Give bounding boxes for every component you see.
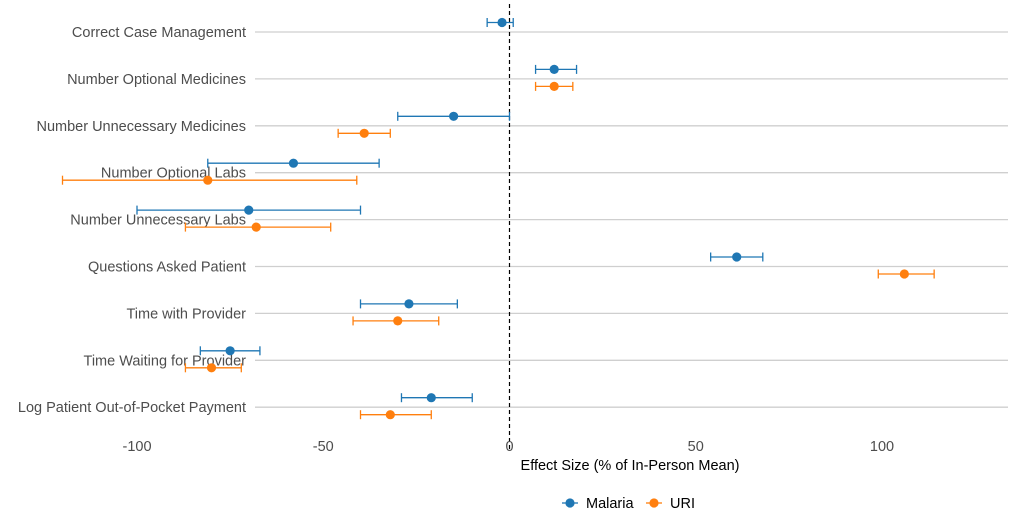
point-estimate	[404, 299, 414, 309]
y-tick-label: Log Patient Out-of-Pocket Payment	[18, 400, 246, 416]
estimate-malaria	[400, 393, 473, 403]
x-tick-label: -100	[122, 439, 151, 455]
estimate-uri	[337, 128, 391, 138]
estimate-uri	[359, 410, 432, 420]
estimate-uri	[534, 81, 574, 91]
estimate-malaria	[136, 205, 362, 215]
estimate-malaria	[710, 252, 764, 262]
point-estimate	[497, 17, 507, 28]
point-estimate	[549, 81, 559, 91]
point-estimate	[203, 175, 213, 185]
x-axis-title: Effect Size (% of In-Person Mean)	[521, 458, 740, 474]
estimate-malaria	[397, 111, 511, 121]
x-tick-label: 0	[505, 439, 513, 455]
estimate-malaria	[199, 346, 261, 356]
grid-lines	[255, 31, 1008, 408]
point-estimate	[393, 316, 403, 326]
legend-label: URI	[670, 496, 695, 512]
chart-marks	[61, 17, 935, 420]
estimate-malaria	[534, 64, 578, 74]
point-estimate	[549, 64, 559, 74]
x-tick-label: 100	[870, 439, 894, 455]
y-tick-label: Correct Case Management	[72, 25, 246, 41]
y-tick-label: Time with Provider	[126, 306, 246, 322]
estimate-uri	[352, 316, 440, 326]
y-tick-label: Number Unnecessary Labs	[70, 213, 246, 229]
x-tick-label: -50	[313, 439, 334, 455]
legend-item-malaria: Malaria	[562, 496, 634, 512]
estimate-uri	[61, 175, 358, 185]
y-axis-labels: Correct Case Management Number Optional M…	[18, 25, 246, 416]
x-tick-label: 50	[688, 439, 704, 455]
estimate-uri	[184, 222, 332, 232]
point-estimate	[288, 158, 299, 168]
point-estimate	[449, 111, 459, 121]
y-tick-label: Number Optional Labs	[101, 166, 246, 182]
estimate-malaria	[486, 17, 514, 28]
point-estimate	[732, 252, 742, 262]
point-estimate	[899, 269, 909, 279]
point-estimate	[244, 205, 254, 215]
x-axis-ticks: -100-50050100150200250	[122, 439, 894, 455]
y-tick-label: Questions Asked Patient	[88, 260, 246, 276]
legend-label: Malaria	[586, 496, 634, 512]
point-estimate	[385, 410, 395, 420]
point-estimate	[251, 222, 261, 232]
legend-marker	[649, 498, 659, 508]
point-estimate	[206, 363, 217, 373]
estimate-malaria	[207, 158, 380, 168]
point-estimate	[225, 346, 235, 356]
point-estimate	[426, 393, 436, 403]
legend-item-uri: URI	[646, 496, 695, 512]
estimate-malaria	[359, 299, 459, 309]
y-tick-label: Time Waiting for Provider	[84, 353, 247, 369]
y-tick-label: Number Unnecessary Medicines	[36, 119, 246, 135]
point-estimate	[359, 128, 369, 138]
y-tick-label: Number Optional Medicines	[67, 72, 246, 88]
estimate-uri	[877, 269, 935, 279]
legend: Malaria URI	[562, 496, 695, 512]
legend-marker	[565, 498, 575, 508]
estimate-uri	[184, 363, 242, 373]
